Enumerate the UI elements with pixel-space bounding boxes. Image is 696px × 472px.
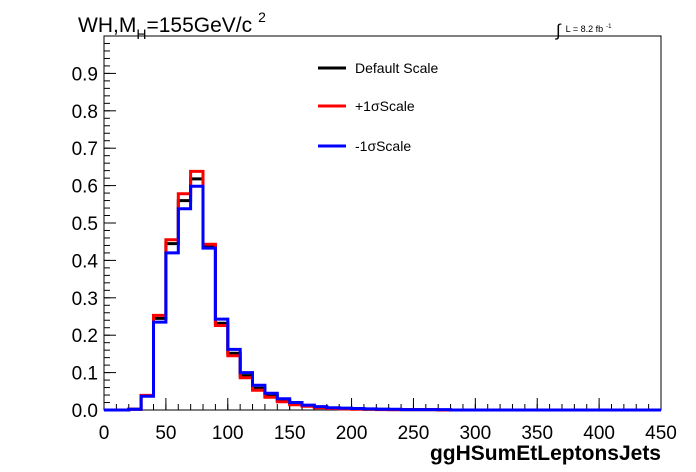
x-tick-label: 100 [212,423,244,444]
y-tick-label: 0.8 [72,102,98,123]
plot-frame [103,35,662,411]
legend-label: +1σScale [355,98,415,114]
series-line-plus-one-sigma-scale [104,169,661,412]
lumi-integral: ∫ [555,21,562,40]
title-subscript: H [136,26,146,42]
x-tick-label: 0 [99,423,110,444]
x-tick-label: 250 [398,423,430,444]
y-tick-label: 0.1 [72,364,98,385]
x-axis: 0 50 100 150 200 250 300 350 400 450 [99,398,677,444]
legend-label: Default Scale [355,60,438,76]
legend-label: -1σScale [355,138,411,154]
x-tick-label: 400 [583,423,615,444]
y-tick-label: 0.9 [72,64,98,85]
y-tick-label: 0.3 [72,289,98,310]
x-tick-label: 450 [645,423,677,444]
y-tick-label: 0.2 [72,326,98,347]
legend: Default Scale +1σScale -1σScale [318,60,438,154]
y-tick-label: 0.5 [72,214,98,235]
x-axis-title: ggHSumEtLeptonsJets [430,442,661,465]
x-tick-label: 300 [459,423,491,444]
x-tick-label: 150 [274,423,306,444]
y-axis: 0.0 0.1 0.2 0.3 0.4 0.5 0.6 0.7 0.8 0.9 [72,35,116,422]
title-superscript: 2 [258,9,266,25]
series-line-default-scale [104,177,661,412]
lumi-text: L = 8.2 fb [566,24,603,34]
lumi-superscript: -1 [606,24,612,30]
chart-title: WH,MH=155GeV/c 2 [78,9,266,42]
x-tick-label: 200 [336,423,368,444]
y-tick-label: 0.0 [72,401,98,422]
series-layer [104,169,661,412]
y-tick-label: 0.6 [72,177,98,198]
lumi-label: ∫ L = 8.2 fb -1 [555,21,612,40]
title-main: WH,M [78,14,136,37]
y-tick-label: 0.7 [72,139,98,160]
x-tick-label: 350 [521,423,553,444]
title-rest: =155GeV/c [146,14,252,37]
x-tick-label: 50 [155,423,176,444]
series-line-minus-one-sigma-scale [104,184,661,412]
y-tick-label: 0.4 [72,251,99,272]
